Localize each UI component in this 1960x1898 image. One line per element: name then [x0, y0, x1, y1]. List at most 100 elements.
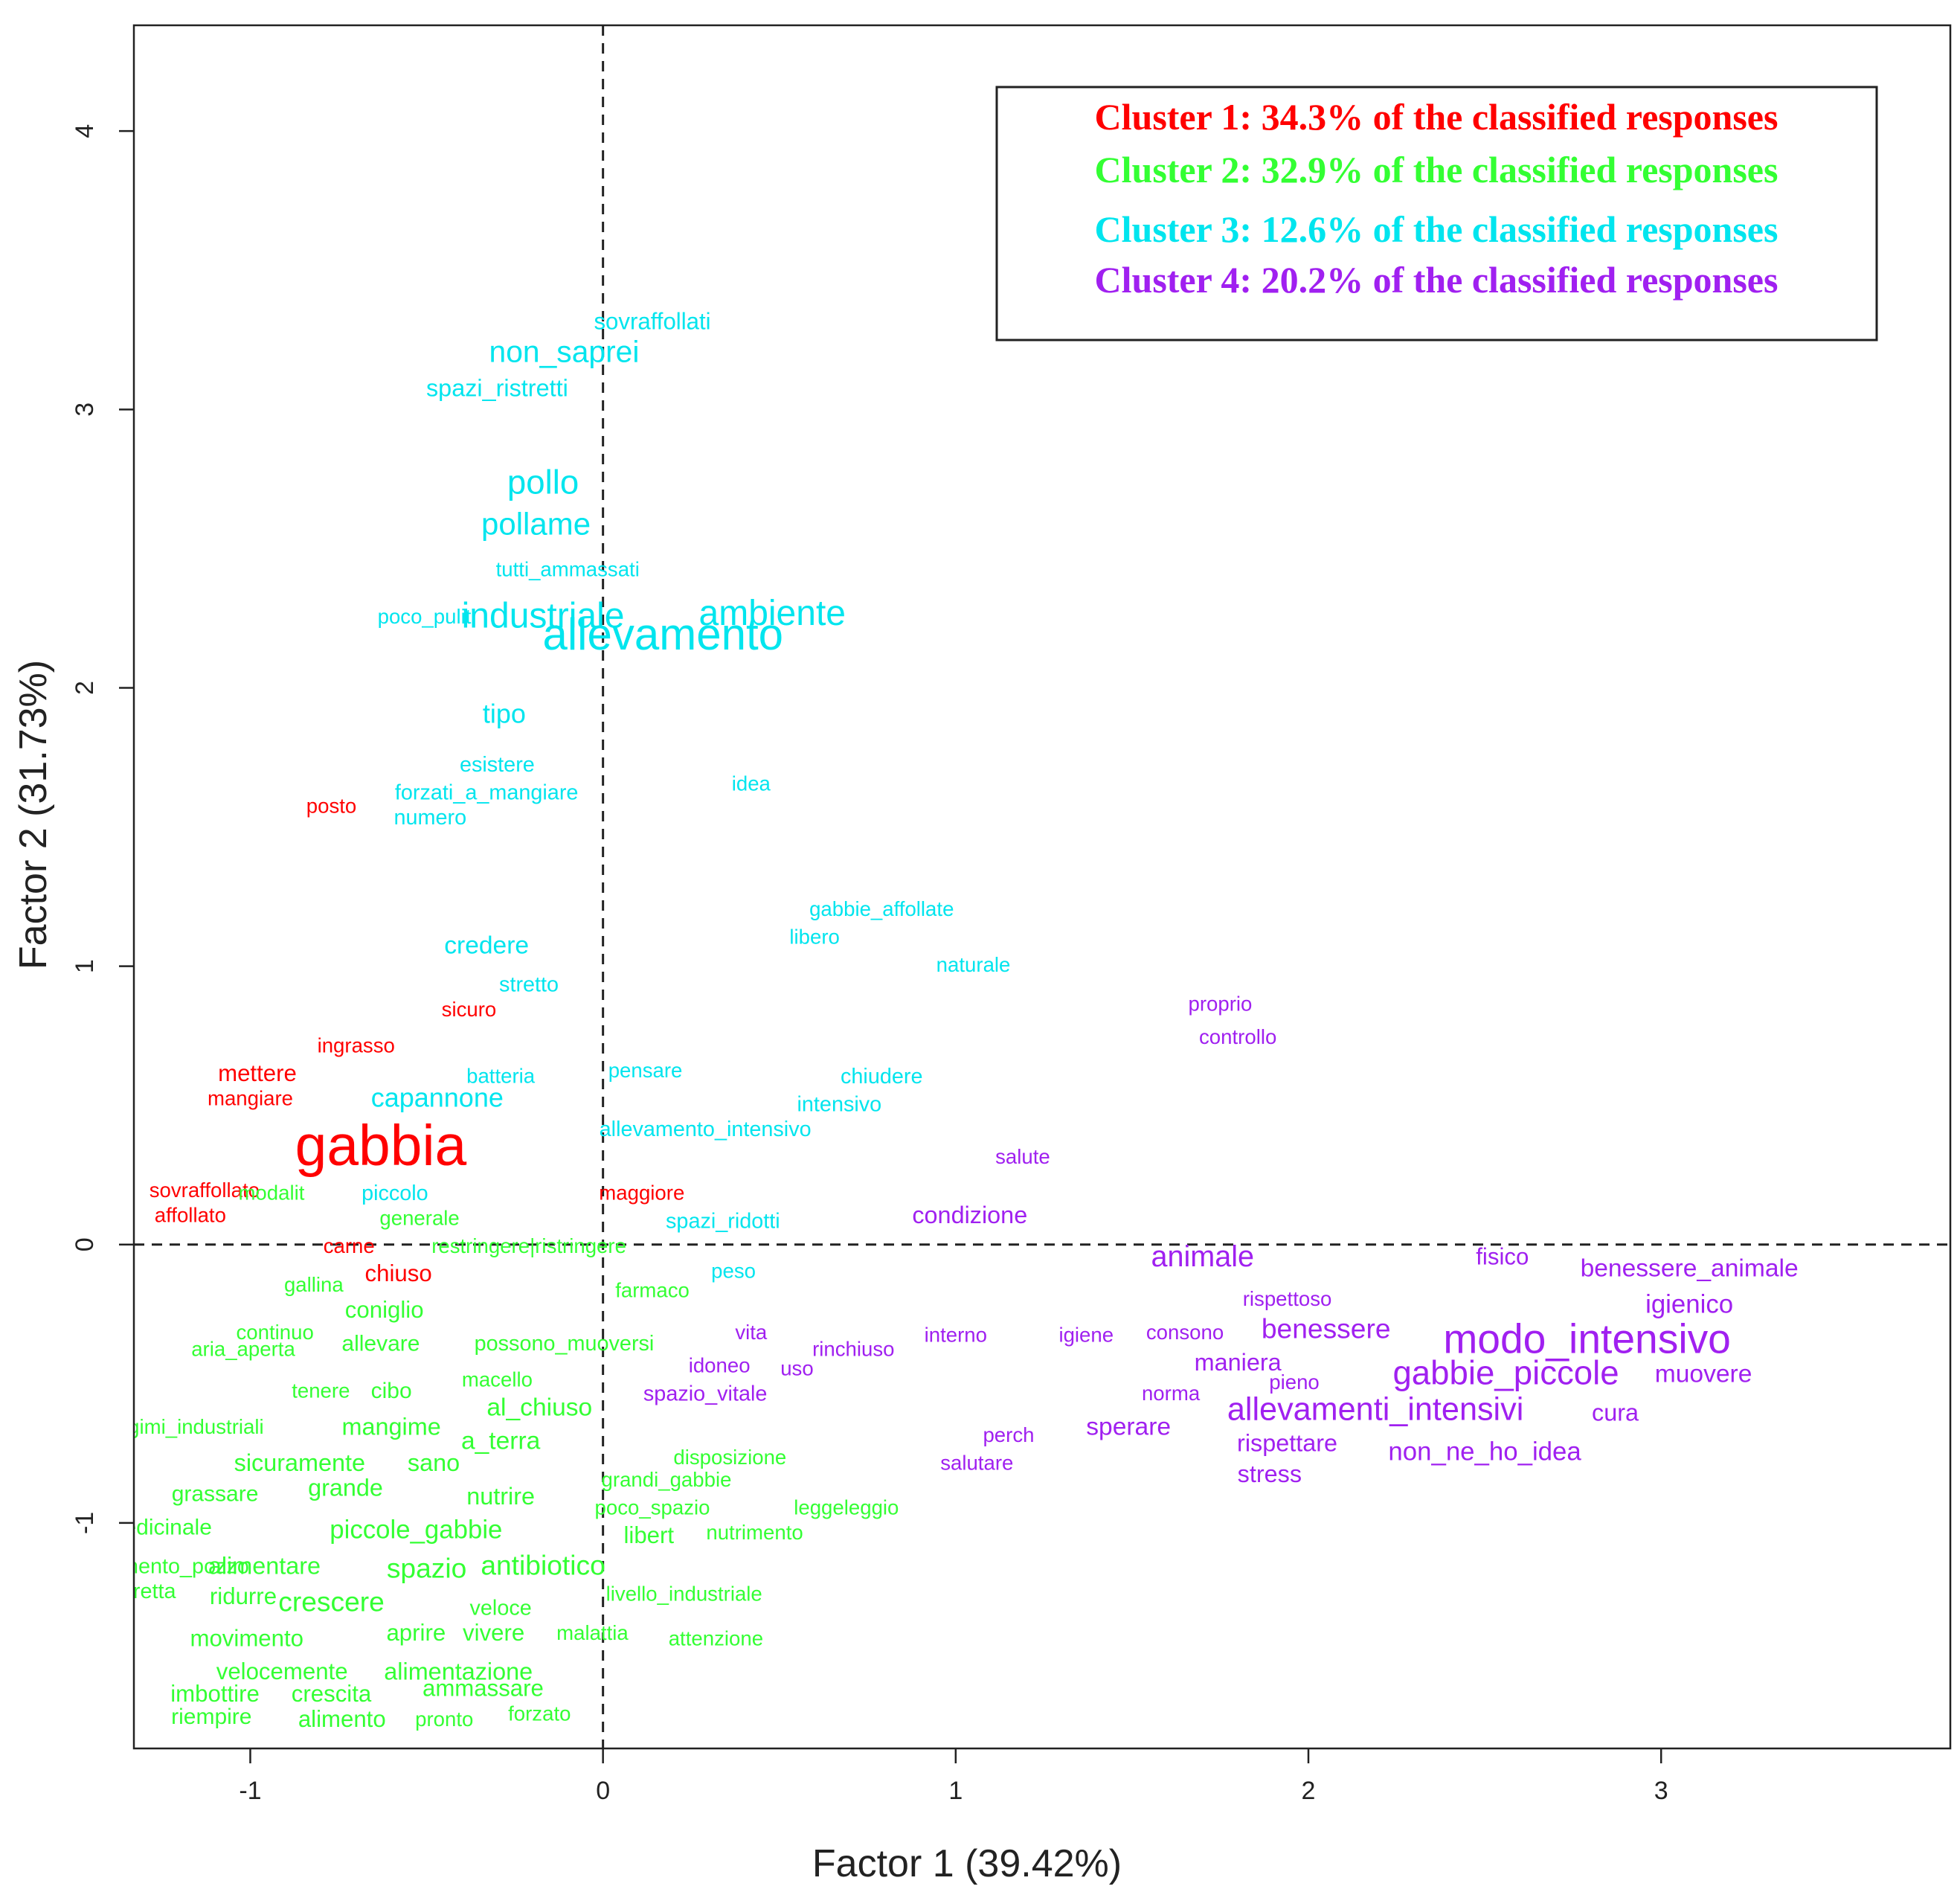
word-label: movimento: [190, 1625, 303, 1651]
word-label: farmaco: [615, 1279, 690, 1302]
word-label: vita: [735, 1321, 768, 1344]
word-label: coniglio: [345, 1297, 424, 1323]
y-tick-label: 3: [71, 403, 99, 417]
word-label: continuo: [237, 1321, 314, 1344]
word-label: veloce: [470, 1597, 532, 1620]
word-label: rispettare: [1237, 1430, 1337, 1457]
legend-box: [995, 86, 1878, 342]
word-label: pollo: [507, 463, 579, 501]
word-label: chiudere: [841, 1065, 922, 1089]
word-label: allevamento_intensivo: [600, 1118, 812, 1141]
y-tick-label: 0: [71, 1237, 99, 1251]
word-label: alimentare: [208, 1552, 321, 1579]
word-label: poco_spazio: [595, 1496, 710, 1519]
word-label: chiuso: [365, 1260, 432, 1286]
word-label: allevare: [341, 1331, 420, 1356]
word-label: livello_industriale: [606, 1583, 762, 1606]
word-label: sfruttamento_pozzo: [61, 1554, 249, 1578]
word-label: poco_puliti: [378, 605, 476, 628]
word-label: intensivo: [797, 1092, 882, 1116]
word-label: pollame: [481, 507, 591, 542]
word-label: velocemente: [216, 1658, 348, 1684]
word-label: alimentazione: [384, 1658, 533, 1685]
word-label: tipo: [483, 698, 526, 728]
word-label: spazio_vitale: [643, 1382, 767, 1405]
word-label: capannone: [371, 1083, 504, 1113]
word-label: rispettoso: [1243, 1287, 1332, 1310]
word-label: nutrimento: [706, 1521, 803, 1544]
word-label: spazi_ridotti: [666, 1209, 780, 1233]
word-label: pensare: [608, 1059, 683, 1082]
word-label: peso: [711, 1259, 756, 1282]
word-label: tenere: [292, 1379, 350, 1402]
legend-entry: Cluster 3: 12.6% of the classified respo…: [1095, 208, 1779, 250]
word-label: maniera: [1195, 1349, 1282, 1376]
word-label: sperare: [1086, 1414, 1171, 1441]
x-tick-label: 0: [596, 1777, 610, 1805]
word-label: cura: [1592, 1400, 1639, 1426]
word-label: uso: [780, 1356, 814, 1379]
legend-entry: Cluster 4: 20.2% of the classified respo…: [1095, 259, 1779, 301]
word-label: idea: [732, 772, 771, 795]
legend-entry: Cluster 1: 34.3% of the classified respo…: [1095, 96, 1779, 138]
word-label: leggeleggio: [794, 1496, 899, 1519]
word-label: restringere|ristringere: [431, 1234, 626, 1257]
plot-frame: [132, 24, 1952, 1750]
word-label: controllo: [1199, 1025, 1276, 1048]
y-axis: -1 0 1 2 3 4: [71, 124, 134, 1534]
word-label: alimento: [298, 1706, 386, 1732]
word-label: pronto: [415, 1708, 473, 1731]
word-label: generale: [379, 1206, 459, 1229]
y-tick-label: 1: [71, 959, 99, 973]
word-label: cibo: [371, 1379, 412, 1403]
word-label: interno: [925, 1324, 987, 1347]
word-label: regimi_industriali: [110, 1415, 264, 1438]
word-label: tutti_ammassati: [496, 558, 640, 581]
word-label: affollato: [155, 1204, 226, 1227]
word-label: mangiare: [208, 1087, 293, 1110]
word-label: aprire: [386, 1620, 446, 1646]
legend: Cluster 1: 34.3% of the classified respo…: [995, 86, 1878, 342]
word-label: disposizione: [673, 1446, 786, 1469]
word-label: perch: [983, 1423, 1034, 1446]
word-label: gabbie_piccole: [1392, 1354, 1619, 1392]
word-label: carne: [324, 1234, 375, 1257]
word-label: igienico: [1645, 1289, 1733, 1318]
word-label: rinchiuso: [812, 1337, 894, 1360]
word-label: grande: [308, 1475, 383, 1501]
word-label: libert: [623, 1522, 674, 1548]
word-label: animale: [1151, 1240, 1254, 1273]
word-label: imbottire: [170, 1681, 260, 1707]
word-label: malattia: [556, 1621, 629, 1644]
x-tick-label: -1: [239, 1777, 261, 1805]
word-label: sovraffollato: [150, 1179, 260, 1202]
word-label: fretta: [127, 1580, 177, 1603]
legend-entry: Cluster 2: 32.9% of the classified respo…: [1095, 149, 1779, 190]
word-label: fisico: [1476, 1244, 1529, 1270]
y-tick-label: 2: [71, 681, 99, 695]
x-axis: -1 0 1 2 3: [239, 1748, 1668, 1805]
word-label: nutrire: [466, 1483, 535, 1510]
word-label: muovere: [1655, 1361, 1752, 1388]
word-label: grassare: [172, 1481, 259, 1506]
word-label: al_chiuso: [486, 1394, 592, 1421]
word-label: pieno: [1269, 1370, 1320, 1394]
word-label: batteria: [466, 1065, 536, 1088]
word-label: gabbia: [295, 1114, 467, 1178]
word-label: grandi_gabbie: [602, 1468, 732, 1491]
word-label: modalit: [238, 1182, 304, 1205]
word-label: credere: [444, 932, 529, 959]
x-tick-label: 3: [1654, 1777, 1668, 1805]
word-label: macello: [462, 1368, 533, 1391]
word-label: aria_aperta: [191, 1337, 295, 1360]
word-label: mettere: [218, 1060, 297, 1086]
word-label: allevamento: [542, 609, 783, 659]
word-label: crescita: [292, 1681, 372, 1707]
word-label: benessere: [1262, 1313, 1391, 1344]
y-tick-label: 4: [71, 124, 99, 138]
word-label: crescere: [278, 1586, 385, 1617]
word-label: a_terra: [461, 1427, 541, 1455]
word-label: esistere: [460, 753, 535, 777]
word-label: riempire: [171, 1705, 251, 1729]
